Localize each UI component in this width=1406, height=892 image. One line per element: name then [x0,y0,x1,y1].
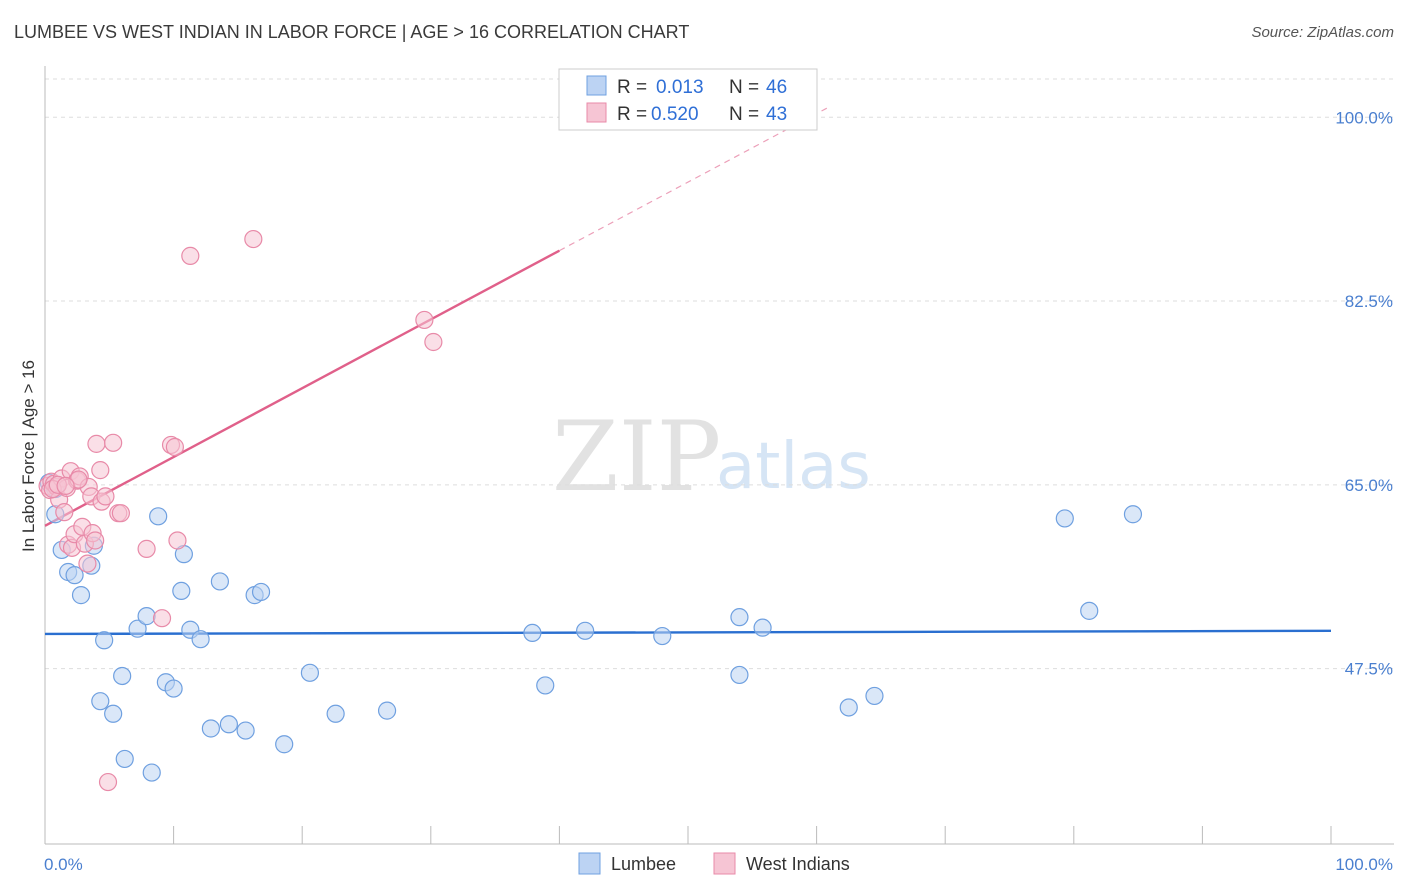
tick-labels: 47.5% 65.0% 82.5% 100.0% 0.0% 100.0% [44,108,1393,874]
trend-lines [44,106,1332,636]
bottom-legend-lumbee: Lumbee [611,854,676,874]
point-lumbee [113,666,132,686]
legend-swatch-lumbee [586,75,607,96]
point-westindian [98,772,118,792]
point-westindian [165,437,184,457]
point-westindian [244,229,263,249]
point-lumbee [523,623,542,643]
point-lumbee [251,582,271,602]
legend-n-label-lumbee: N = [729,77,759,98]
watermark-zip: ZIP [552,401,721,513]
point-lumbee [91,692,110,711]
point-lumbee [730,665,749,685]
point-lumbee [128,619,147,638]
point-lumbee [149,507,168,526]
point-westindian [56,476,75,495]
y-tick-label: 100.0% [1335,108,1393,127]
point-westindian [415,310,434,330]
chart-title: LUMBEE VS WEST INDIAN IN LABOR FORCE | A… [14,22,690,42]
point-lumbee [576,621,595,640]
y-tick-label: 65.0% [1345,476,1393,495]
point-westindian [137,539,156,558]
legend-r-label-westindian: R = [617,104,647,125]
point-westindian [78,554,97,573]
point-lumbee [377,701,397,720]
point-lumbee [115,749,134,769]
trend-extension-westindian [559,106,830,252]
point-westindian [104,433,123,452]
point-westindian [86,531,105,550]
point-westindian [91,461,110,480]
point-westindian [152,609,172,628]
point-lumbee [300,663,320,682]
point-lumbee [1055,509,1074,528]
trend-line-westindian [44,249,560,527]
point-lumbee [172,581,191,601]
point-lumbee [326,704,345,723]
point-westindian [168,531,187,550]
point-lumbee [142,763,161,782]
point-lumbee [137,607,156,626]
source-label: Source: ZipAtlas.com [1251,24,1394,41]
point-lumbee [730,608,749,627]
point-lumbee [191,630,210,649]
point-lumbee [275,735,294,754]
bottom-legend-swatch-westindian [713,852,736,875]
watermark-atlas: atlas [716,430,871,504]
bottom-legend: Lumbee West Indians [578,852,850,875]
bottom-legend-swatch-lumbee [578,852,601,875]
legend-swatch-westindian [586,102,607,123]
point-lumbee [865,686,884,706]
point-westindian [424,332,443,352]
point-lumbee [653,626,672,646]
x-tick-label-max: 100.0% [1335,855,1393,874]
point-lumbee [536,676,555,695]
legend-n-value-westindian: 43 [766,104,787,125]
point-westindian [55,503,74,522]
point-lumbee [1080,601,1099,620]
point-lumbee [65,566,84,585]
trend-line-lumbee [44,629,1332,636]
point-westindian [87,434,106,453]
point-lumbee [219,715,238,734]
point-lumbee [753,618,772,637]
legend-r-value-lumbee: 0.013 [656,77,704,98]
point-westindian [111,504,130,523]
axes [44,66,1394,845]
legend-r-value-westindian: 0.520 [651,104,699,125]
legend-r-label-lumbee: R = [617,77,647,98]
bottom-legend-westindian: West Indians [746,854,850,874]
point-westindian [181,246,200,265]
y-axis-label: In Labor Force | Age > 16 [19,360,38,552]
grid-lines [45,78,1394,670]
y-tick-label: 82.5% [1345,292,1393,311]
point-lumbee [201,719,220,738]
point-lumbee [1123,505,1143,524]
point-lumbee [95,631,114,650]
point-lumbee [71,586,91,605]
point-lumbee [236,721,255,740]
point-lumbee [164,679,183,698]
data-points [38,229,1143,792]
y-tick-label: 47.5% [1345,660,1393,679]
point-westindian [96,487,115,506]
point-lumbee [210,572,229,591]
legend-n-value-lumbee: 46 [766,77,787,98]
point-lumbee [104,704,123,723]
point-lumbee [839,698,858,717]
legend-n-label-westindian: N = [729,104,759,125]
legend-box: R = 0.013 N = 46 R = 0.520 N = 43 [558,68,818,131]
x-tick-label-min: 0.0% [44,855,83,874]
